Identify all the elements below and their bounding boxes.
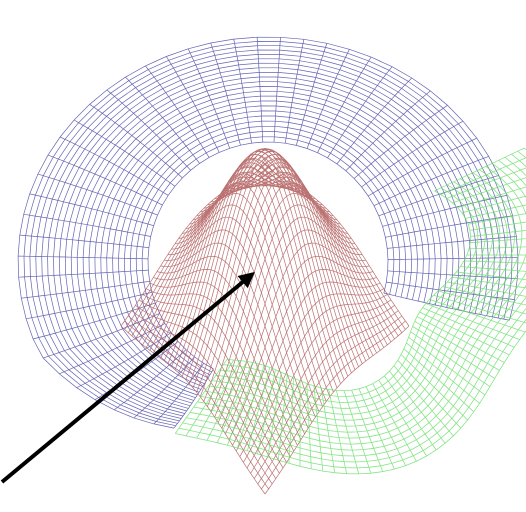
page: (() => { const data = JSON.parse(documen… (0, 0, 526, 512)
mesh-line (175, 148, 526, 474)
blue-surface (18, 37, 518, 428)
wireframe-figure (0, 0, 526, 512)
mesh-line (42, 54, 495, 418)
mesh-line (89, 91, 447, 398)
mesh-line (48, 59, 489, 416)
red-dome (121, 149, 409, 495)
mesh-line (59, 323, 165, 373)
mesh-line (328, 67, 393, 158)
mesh-line (464, 261, 526, 265)
green-surface (175, 148, 526, 474)
mesh-line (220, 185, 486, 403)
